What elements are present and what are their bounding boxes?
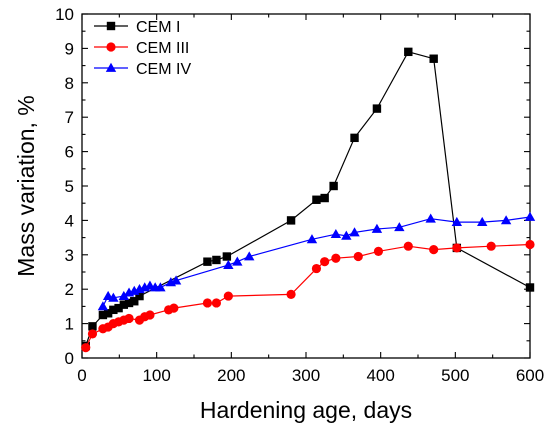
legend-item: CEM I [94, 19, 180, 36]
legend-item: CEM III [94, 40, 189, 57]
data-point [320, 257, 330, 267]
x-tick-label: 100 [142, 366, 170, 385]
data-point [452, 243, 462, 253]
data-point [329, 181, 338, 191]
data-point [349, 227, 360, 237]
data-point [404, 47, 413, 57]
legend-label: CEM I [136, 19, 180, 36]
data-point [244, 251, 255, 261]
legend-label: CEM III [136, 40, 189, 57]
y-tick-label: 8 [65, 74, 74, 93]
y-axis-title: Mass variation, % [13, 95, 39, 277]
data-point [169, 303, 179, 313]
data-point [119, 300, 129, 309]
series-line [102, 216, 531, 307]
legend-marker [106, 42, 116, 52]
data-point [341, 230, 352, 240]
data-point [223, 259, 234, 270]
legend-item: CEM IV [94, 61, 191, 78]
data-point [87, 329, 98, 339]
data-point [353, 251, 363, 262]
data-point [114, 303, 123, 313]
axis-ticks [81, 13, 531, 359]
data-point [451, 216, 463, 227]
data-point [124, 313, 134, 324]
legend-marker [105, 62, 117, 72]
y-tick-label: 7 [65, 108, 74, 127]
data-point [486, 241, 496, 251]
data-point [331, 253, 341, 263]
data-point [170, 275, 182, 285]
y-tick-label: 9 [65, 39, 74, 58]
data-point [500, 215, 512, 225]
data-point [145, 310, 155, 320]
x-tick-label: 300 [292, 366, 320, 385]
data-point [222, 252, 232, 261]
data-point [103, 309, 113, 318]
series-cem-iv [97, 211, 536, 311]
data-point [524, 211, 536, 221]
data-point [371, 223, 383, 233]
data-point [124, 298, 134, 308]
y-tick-label: 0 [65, 349, 74, 368]
data-point [98, 310, 108, 320]
data-point [350, 133, 359, 143]
data-point [88, 322, 97, 331]
x-axis-title: Hardening age, days [200, 397, 412, 423]
data-point [286, 289, 296, 299]
data-point [429, 54, 438, 63]
data-point [223, 291, 233, 301]
legend-marker [106, 21, 116, 31]
x-tick-label: 0 [77, 366, 86, 385]
y-tick-label: 4 [65, 211, 74, 230]
data-point [130, 297, 139, 306]
legend: CEM I CEM III CEM IV [94, 19, 191, 78]
x-tick-label: 200 [217, 366, 245, 385]
data-point [311, 263, 322, 274]
data-point [330, 228, 342, 239]
data-point [155, 282, 166, 292]
y-tick-label: 6 [65, 143, 74, 162]
data-point [403, 241, 413, 251]
data-point [135, 291, 144, 301]
data-point [232, 256, 243, 266]
data-point [429, 245, 439, 255]
data-point [373, 246, 384, 256]
data-point [286, 216, 296, 225]
data-point [394, 222, 405, 232]
data-point [211, 298, 221, 308]
data-point [202, 298, 213, 308]
data-point [203, 257, 212, 266]
x-tick-label: 400 [366, 366, 394, 385]
y-tick-label: 10 [55, 5, 74, 24]
data-point [372, 104, 382, 113]
series-layer [81, 47, 536, 353]
data-point [425, 213, 436, 223]
data-point [108, 292, 119, 302]
series-cem-i [81, 47, 535, 351]
data-point [525, 239, 535, 250]
data-point [477, 216, 488, 227]
series-line [85, 51, 531, 347]
data-point [525, 283, 535, 292]
data-point [109, 305, 118, 315]
legend-label: CEM IV [136, 61, 191, 78]
data-point [81, 343, 91, 353]
data-point [306, 234, 318, 244]
tick-labels: 0 100 200 300 400 500 600 0 1 2 3 4 5 6 7 8 9 10 [55, 5, 544, 385]
data-point [312, 195, 321, 204]
data-point [212, 255, 221, 265]
data-point [118, 290, 130, 300]
y-tick-label: 1 [65, 315, 74, 334]
series-cem-iii [81, 239, 535, 353]
x-tick-label: 500 [441, 366, 469, 385]
data-point [97, 301, 109, 311]
y-tick-label: 3 [65, 246, 74, 265]
series-line [85, 243, 531, 348]
x-tick-label: 600 [516, 366, 544, 385]
data-point [320, 193, 329, 203]
y-tick-label: 2 [65, 280, 74, 299]
y-tick-label: 5 [65, 177, 74, 196]
